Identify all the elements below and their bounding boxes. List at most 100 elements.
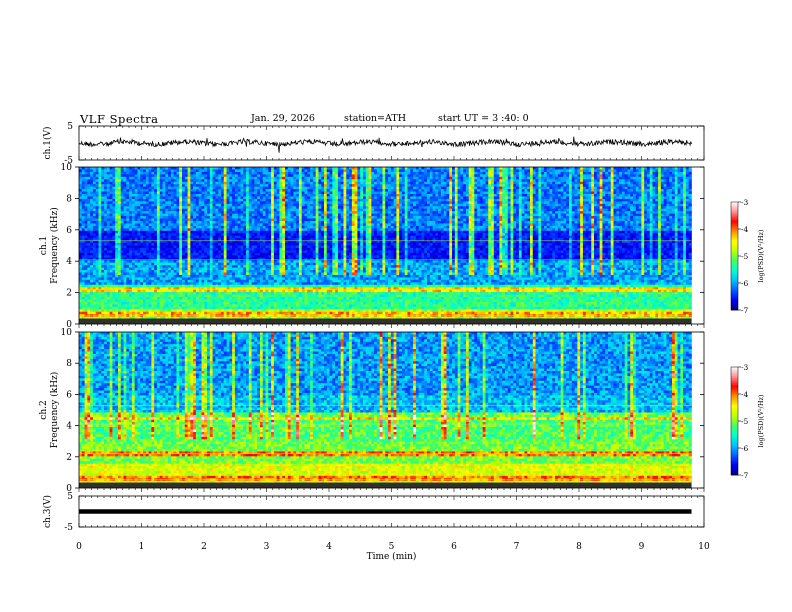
ch1-spectrogram-cell (81, 289, 85, 293)
ch1-spectrogram-cell (226, 287, 230, 290)
ch1-spectrogram-cell (173, 279, 177, 283)
ch1-spectrogram-cell (131, 297, 135, 300)
ch1-spectrogram-cell (134, 309, 138, 313)
ch1-spectrogram-cell (273, 247, 277, 251)
ch1-spectrogram-cell (95, 270, 99, 273)
ch1-spectrogram-cell (201, 272, 205, 276)
ch1-spectrogram-cell (81, 213, 85, 217)
ch1-spectrogram-cell (282, 282, 286, 286)
ch1-spectrogram-cell (195, 206, 200, 209)
ch1-spectrogram-cell (145, 265, 149, 268)
ch1-spectrogram-cell (229, 274, 233, 278)
ch1-spectrogram-cell (140, 220, 144, 224)
ch1-spectrogram-cell (106, 279, 110, 283)
ch1-spectrogram-cell (137, 282, 141, 286)
ch1-spectrogram-cell (243, 287, 247, 290)
ch1-spectrogram-cell (101, 252, 105, 256)
ch1-spectrogram-cell (212, 191, 216, 195)
ch1-spectrogram-cell (232, 235, 236, 239)
ch1-spectrogram-cell (168, 262, 172, 266)
ch1-spectrogram-cell (123, 240, 127, 244)
ch1-spectrogram-cell (215, 213, 219, 217)
ch1-spectrogram-cell (193, 255, 197, 259)
ch1-spectrogram-cell (226, 240, 230, 244)
ch1-spectrogram-cell (234, 252, 238, 256)
ch1-spectrogram-cell (254, 198, 258, 202)
ch1-spectrogram-cell (95, 167, 99, 170)
ch1-spectrogram-cell (226, 179, 230, 183)
ch1-spectrogram-cell (179, 284, 183, 288)
ch1-spectrogram-cell (248, 225, 252, 229)
ch1-spectrogram-cell (117, 211, 122, 214)
ch1-spectrogram-cell (257, 220, 261, 224)
ch1-spectrogram-cell (184, 252, 188, 256)
ch1-spectrogram-cell (195, 181, 200, 185)
ch1-spectrogram-cell (84, 252, 88, 256)
ch1-spectrogram-cell (145, 279, 149, 283)
ch1-spectrogram-cell (173, 262, 177, 266)
ch1-spectrogram-cell (232, 208, 236, 212)
ch1-spectrogram-cell (201, 287, 205, 290)
ch1-spectrogram-cell (223, 189, 227, 192)
ch1-spectrogram-cell (176, 284, 180, 288)
ch1-spectrogram-cell (165, 238, 169, 241)
ch1-spectrogram-cell (198, 179, 202, 183)
ch1-spectrogram-cell (229, 262, 233, 266)
ch1-spectrogram-cell (145, 252, 149, 256)
ch1-spectrogram-cell (198, 243, 202, 246)
ch1-spectrogram-cell (145, 287, 149, 290)
ch1-spectrogram-cell (273, 243, 277, 246)
ch1-spectrogram-cell (234, 203, 238, 207)
ch1-spectrogram-cell (282, 220, 286, 224)
ch1-spectrogram-cell (126, 297, 130, 300)
ch1-spectrogram-cell (273, 297, 277, 300)
ch1-spectrogram-cell (243, 220, 247, 224)
ch1-spectrogram-cell (154, 208, 158, 212)
ch1-spectrogram-cell (109, 230, 113, 234)
ch1-spectrogram-cell (220, 309, 225, 313)
ch1-spectrogram-cell (195, 292, 200, 295)
ch1-spectrogram-cell (156, 189, 161, 192)
ch1-spectrogram-cell (106, 289, 110, 293)
ch1-spectrogram-cell (259, 225, 264, 229)
ch1-spectrogram-cell (173, 213, 177, 217)
ch1-spectrogram-cell (215, 211, 219, 214)
ch1-spectrogram-cell (246, 255, 250, 259)
ch1-spectrogram-cell (145, 167, 149, 170)
ch1-spectrogram-cell (143, 196, 147, 200)
ch1-spectrogram-cell (140, 267, 144, 271)
ch1-spectrogram-cell (106, 316, 110, 320)
ch1-spectrogram-cell (92, 228, 96, 232)
ch1-spectrogram-cell (193, 198, 197, 202)
ch1-spectrogram-cell (101, 267, 105, 271)
ch1-spectrogram-cell (279, 233, 283, 236)
ch1-spectrogram-cell (254, 311, 258, 315)
ch1-spectrogram-cell (154, 260, 158, 263)
ch1-spectrogram-cell (271, 203, 275, 207)
ch1-spectrogram-cell (215, 311, 219, 315)
ch1-spectrogram-cell (112, 304, 116, 308)
ch1-spectrogram-cell (101, 181, 105, 185)
ch1-spectrogram-cell (84, 171, 88, 175)
ch1-spectrogram-cell (109, 277, 113, 281)
ch1-spectrogram-cell (212, 292, 216, 295)
ch1-spectrogram-cell (184, 189, 188, 192)
ch1-spectrogram-cell (104, 294, 108, 298)
ch1-spectrogram-cell (126, 267, 130, 271)
ch1-spectrogram-cell (237, 203, 241, 207)
ch1-spectrogram-cell (223, 292, 227, 295)
ch1-spectrogram-cell (131, 211, 135, 214)
ch1-spectrogram-cell (148, 181, 152, 185)
ch1-spectrogram-cell (190, 294, 194, 298)
ch1-spectrogram-cell (240, 294, 244, 298)
ch1-spectrogram-cell (115, 189, 119, 192)
ch1-spectrogram-cell (165, 309, 169, 313)
ch1-spectrogram-cell (84, 270, 88, 273)
ch1-spectrogram-cell (126, 292, 130, 295)
ch1-spectrogram-cell (279, 223, 283, 227)
ch1-spectrogram-cell (179, 235, 183, 239)
ch1-spectrogram-cell (234, 181, 238, 185)
ch1-spectrogram-cell (237, 304, 241, 308)
ch1-spectrogram-cell (126, 260, 130, 263)
ch1-spectrogram-cell (140, 181, 144, 185)
